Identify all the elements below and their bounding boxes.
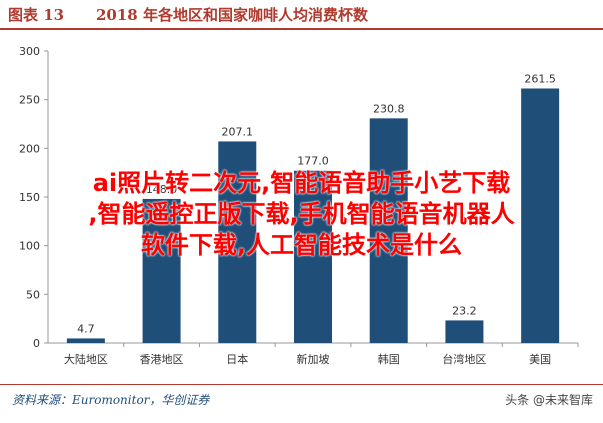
overlay-text: ai照片转二次元,智能语音助手小艺下载 ,智能遥控正版下载,手机智能语音机器人 … (0, 168, 603, 261)
bar (142, 198, 181, 343)
value-label: 207.1 (222, 125, 254, 138)
bar-chart: 0 50 100 150 200 250 300 4.7 大陆地区 148.0 香港地区 207.1 日… (19, 45, 579, 366)
x-tick-label: 韩国 (378, 352, 400, 366)
chart-title: 2018 年各地区和国家咖啡人均消费杯数 (96, 6, 368, 24)
bar (445, 320, 484, 343)
y-tick-label: 100 (19, 240, 40, 253)
value-label: 177.0 (297, 155, 329, 168)
value-label: 4.7 (77, 322, 95, 335)
value-label: 148.0 (146, 183, 178, 196)
y-tick-label: 150 (19, 191, 40, 204)
figure-header: 图表 13 2018 年各地区和国家咖啡人均消费杯数 (0, 0, 603, 30)
bar (218, 141, 257, 343)
value-label: 261.5 (524, 72, 556, 85)
overlay-line-2: ,智能遥控正版下载,手机智能语音机器人 (88, 200, 515, 228)
x-tick-label: 台湾地区 (442, 352, 486, 366)
source-note: 资料来源：Euromonitor，华创证券 (12, 393, 210, 407)
value-label: 23.2 (452, 304, 477, 317)
bar (66, 338, 105, 343)
bar (294, 170, 332, 343)
x-tick-label: 新加坡 (297, 352, 330, 366)
y-tick-label: 200 (19, 142, 40, 155)
x-tick-label: 香港地区 (140, 353, 184, 366)
y-tick-label: 300 (19, 45, 40, 58)
figure-label: 图表 13 (8, 6, 65, 24)
x-tick-label: 大陆地区 (64, 352, 108, 366)
bar (369, 118, 408, 343)
y-tick-label: 0 (33, 337, 40, 350)
bar (521, 88, 560, 343)
value-label: 230.8 (373, 102, 405, 115)
y-tick-label: 50 (26, 288, 40, 301)
watermark: 头条 @未来智库 (505, 393, 593, 407)
overlay-line-1: ai照片转二次元,智能语音助手小艺下载 (92, 169, 511, 197)
overlay-line-3: 软件下载,人工智能技术是什么 (140, 231, 463, 259)
x-tick-label: 美国 (529, 353, 551, 366)
footer: 资料来源：Euromonitor，华创证券 头条 @未来智库 (0, 384, 603, 413)
y-tick-label: 250 (19, 94, 40, 107)
x-tick-label: 日本 (226, 352, 248, 366)
